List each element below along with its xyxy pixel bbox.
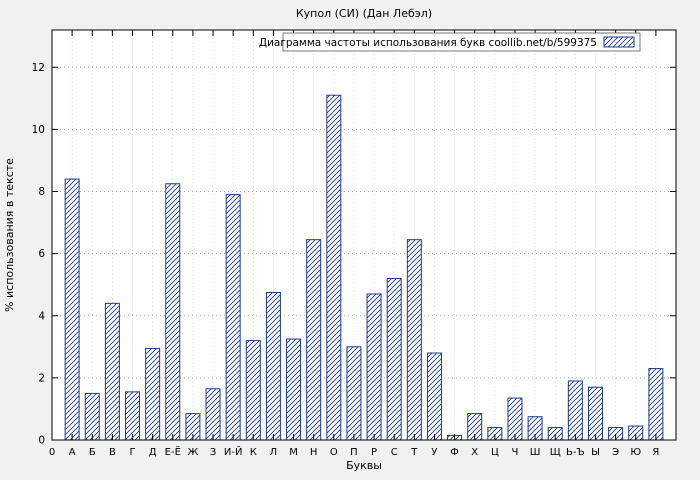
bar-Д [145, 347, 161, 441]
svg-text:Г: Г [129, 447, 135, 458]
svg-text:Ы: Ы [591, 447, 600, 458]
bar-П [346, 346, 362, 441]
svg-text:Б: Б [89, 447, 96, 458]
plot-border [51, 29, 677, 441]
bar-К [245, 340, 261, 441]
bar-Н [306, 239, 322, 441]
bar-У [426, 352, 442, 441]
svg-text:З: З [210, 447, 216, 458]
svg-text:Р: Р [371, 447, 377, 458]
svg-text:Э: Э [612, 447, 619, 458]
svg-text:0: 0 [49, 447, 55, 458]
svg-text:Л: Л [270, 447, 278, 458]
svg-text:Х: Х [471, 447, 478, 458]
bar-З [205, 388, 221, 441]
svg-text:П: П [350, 447, 358, 458]
svg-text:Е-Ё: Е-Ё [165, 445, 181, 458]
bar-С [386, 277, 402, 441]
svg-text:Д: Д [149, 447, 157, 458]
x-axis-label: Буквы [346, 459, 382, 472]
svg-text:6: 6 [38, 248, 45, 260]
bar-Я [648, 368, 664, 441]
svg-text:И-Й: И-Й [224, 445, 243, 458]
axes: 0 2 4 6 8 10 12 0 А Б В Г Д Е-Ё Ж З И-Й К Л М Н О П Р С Т У Ф Х Ц Ч Ш Щ Ь… [32, 30, 676, 458]
svg-text:М: М [289, 447, 298, 458]
chart-title: Купол (СИ) (Дан Лебэл) [295, 7, 433, 20]
svg-text:С: С [391, 447, 398, 458]
bar-Т [406, 239, 422, 441]
bar-М [286, 338, 302, 441]
legend: Диаграмма частоты использования букв coo… [259, 32, 641, 52]
svg-text:Ж: Ж [188, 447, 199, 458]
bar-Р [366, 293, 382, 441]
svg-text:Ч: Ч [512, 447, 519, 458]
bar-Е-Ё [165, 183, 181, 441]
bar-Ч [507, 397, 523, 441]
svg-text:Щ: Щ [550, 447, 561, 458]
svg-text:Н: Н [310, 447, 318, 458]
svg-text:Ш: Ш [530, 447, 541, 458]
svg-text:10: 10 [32, 124, 45, 136]
bar-Г [125, 391, 141, 441]
svg-text:Ю: Ю [630, 447, 641, 458]
svg-text:Т: Т [410, 447, 418, 458]
bar-А [64, 178, 80, 441]
svg-text:О: О [330, 447, 338, 458]
svg-text:Ф: Ф [450, 447, 459, 458]
svg-text:Ь-Ъ: Ь-Ъ [566, 447, 585, 458]
svg-text:У: У [431, 447, 437, 458]
svg-text:8: 8 [38, 186, 45, 198]
svg-text:4: 4 [38, 310, 45, 322]
bar-О [326, 94, 342, 441]
svg-text:0: 0 [38, 435, 45, 447]
svg-text:В: В [109, 447, 116, 458]
svg-text:2: 2 [38, 372, 45, 384]
grid-lines [52, 30, 676, 440]
svg-text:Диаграмма частоты использовани: Диаграмма частоты использования букв coo… [259, 37, 597, 49]
bar-И-Й [225, 194, 241, 441]
bar-Ы [587, 386, 603, 441]
svg-text:Я: Я [652, 447, 659, 458]
bar-В [104, 302, 120, 441]
svg-text:12: 12 [32, 62, 45, 74]
bar-Л [265, 291, 281, 441]
svg-text:А: А [69, 447, 76, 458]
svg-text:Ц: Ц [491, 447, 499, 458]
bar-Б [84, 392, 100, 441]
bars-group [64, 94, 664, 441]
bar-Ь-Ъ [567, 380, 583, 441]
svg-text:К: К [250, 447, 257, 458]
legend-swatch [603, 36, 635, 48]
